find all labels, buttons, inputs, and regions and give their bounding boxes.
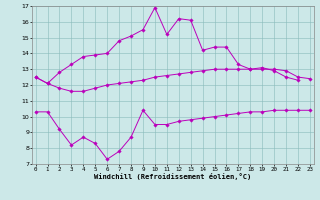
X-axis label: Windchill (Refroidissement éolien,°C): Windchill (Refroidissement éolien,°C) bbox=[94, 173, 252, 180]
